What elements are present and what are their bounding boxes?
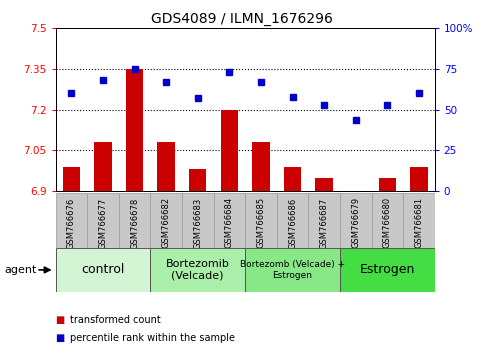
Text: GSM766680: GSM766680 (383, 197, 392, 249)
Bar (347, 191, 364, 196)
Bar (56, 248, 150, 292)
Bar (119, 193, 150, 248)
Bar (56, 193, 87, 248)
Bar (308, 193, 340, 248)
Text: GSM766687: GSM766687 (320, 197, 328, 249)
Bar (213, 193, 245, 248)
Bar (371, 193, 403, 248)
Text: ■: ■ (56, 315, 65, 325)
Bar (403, 193, 435, 248)
Text: transformed count: transformed count (70, 315, 161, 325)
Bar (94, 142, 112, 191)
Text: Bortezomb (Velcade) +
Estrogen: Bortezomb (Velcade) + Estrogen (240, 260, 345, 280)
Text: percentile rank within the sample: percentile rank within the sample (70, 333, 235, 343)
Bar (245, 248, 340, 292)
Text: GSM766681: GSM766681 (414, 197, 424, 249)
Bar (126, 69, 143, 191)
Bar (189, 170, 206, 191)
Text: GSM766677: GSM766677 (99, 197, 107, 249)
Bar (379, 178, 396, 191)
Text: GSM766683: GSM766683 (193, 197, 202, 249)
Text: GSM766679: GSM766679 (351, 197, 360, 249)
Bar (157, 142, 175, 191)
Bar (277, 193, 308, 248)
Bar (182, 193, 213, 248)
Text: agent: agent (5, 265, 37, 275)
Text: GSM766685: GSM766685 (256, 197, 266, 249)
Text: GDS4089 / ILMN_1676296: GDS4089 / ILMN_1676296 (151, 12, 332, 27)
Text: GSM766684: GSM766684 (225, 197, 234, 249)
Bar (63, 167, 80, 191)
Bar (410, 167, 427, 191)
Bar (221, 110, 238, 191)
Bar (87, 193, 119, 248)
Text: GSM766678: GSM766678 (130, 197, 139, 249)
Bar (150, 248, 245, 292)
Text: GSM766686: GSM766686 (288, 197, 297, 249)
Bar (284, 167, 301, 191)
Bar (340, 193, 371, 248)
Text: ■: ■ (56, 333, 65, 343)
Bar (315, 178, 333, 191)
Bar (252, 142, 270, 191)
Bar (340, 248, 435, 292)
Text: GSM766676: GSM766676 (67, 197, 76, 249)
Text: Estrogen: Estrogen (360, 263, 415, 276)
Text: GSM766682: GSM766682 (162, 197, 170, 249)
Text: Bortezomib
(Velcade): Bortezomib (Velcade) (166, 259, 229, 281)
Bar (150, 193, 182, 248)
Text: control: control (81, 263, 125, 276)
Bar (245, 193, 277, 248)
